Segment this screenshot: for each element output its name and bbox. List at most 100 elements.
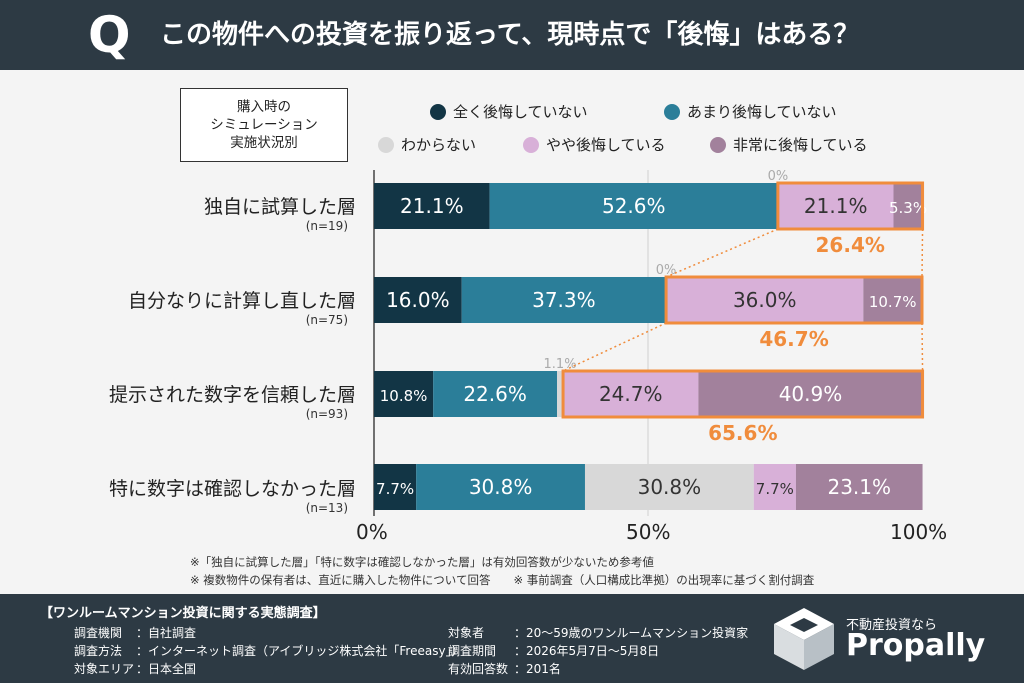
legend-label-wakaranai: わからない — [401, 136, 477, 154]
bar-segment-r0-s1 — [489, 183, 778, 229]
legend-dot-wakaranai — [378, 136, 394, 153]
regret-highlight-box-r2 — [561, 369, 925, 419]
data-label-r1-s4: 10.7% — [869, 293, 917, 311]
data-label-r0-s4: 5.3% — [889, 199, 927, 217]
regret-total-r0: 26.4% — [816, 233, 885, 257]
chart-title: この物件への投資を振り返って、現時点で「後悔」はある？ — [160, 20, 860, 50]
footer-right-key-0: 対象者 — [448, 626, 485, 640]
x-tick-0: 0% — [356, 520, 388, 544]
connector-left-r0 — [665, 228, 779, 278]
legend-wakaranai: わからない — [378, 134, 476, 155]
bar-segment-r3-s4 — [795, 464, 923, 510]
data-label-r2-s1: 22.6% — [463, 382, 527, 406]
bar-segment-r2-s4 — [698, 371, 923, 417]
note-line-2: ※ 複数物件の保有者は、直近に購入した物件について回答 ※ 事前調査（人口構成比… — [190, 573, 815, 587]
outside-label-r0-s2: 0% — [768, 169, 789, 184]
data-label-r3-s4: 23.1% — [827, 475, 891, 499]
footer-left-value-2: ：日本全国 — [136, 662, 197, 676]
connector-right-r0 — [921, 228, 924, 278]
sim-box-line1: 購入時の — [237, 99, 291, 115]
legend-dot-hijou — [710, 136, 726, 153]
legend-label-hijou: 非常に後悔している — [733, 136, 868, 154]
footer-right-key-1: 調査期間 — [448, 644, 497, 658]
sim-box-line2: シミュレーション — [210, 117, 318, 133]
legend-hijou: 非常に後悔している — [710, 134, 868, 155]
legend-dot-amari — [664, 103, 680, 120]
bar-segment-r1-s4 — [863, 277, 922, 323]
footer-right-value-2: ：201名 — [514, 662, 561, 676]
data-label-r1-s1: 37.3% — [532, 288, 596, 312]
legend-dot-yaya — [523, 136, 539, 153]
row-n-jibun: (n=75) — [305, 313, 348, 327]
data-label-r3-s3: 7.7% — [756, 480, 794, 498]
simulation-status-box: 購入時の シミュレーション 実施状況別 — [180, 88, 348, 162]
row-n-tokuni: (n=13) — [305, 501, 348, 515]
brand-tagline: 不動産投資なら — [846, 618, 938, 633]
bar-segment-r2-s1 — [433, 371, 558, 417]
footer-right-key-2: 有効回答数 — [448, 662, 509, 676]
bar-segment-r0-s0 — [374, 183, 490, 229]
footer-left-key-0: 調査機関 — [74, 626, 123, 640]
legend-label-amari: あまり後悔していない — [687, 103, 837, 121]
legend-zenku: 全く後悔していない — [430, 101, 588, 122]
regret-total-r2: 65.6% — [708, 421, 777, 445]
legend-amari: あまり後悔していない — [664, 101, 837, 122]
bar-segment-r1-s0 — [374, 277, 462, 323]
footer-left-key-1: 調査方法 — [74, 644, 123, 658]
data-label-r1-s3: 36.0% — [733, 288, 797, 312]
footer-right-value-1: ：2026年5月7日〜5月8日 — [514, 644, 660, 658]
footer-left-value-0: ：自社調査 — [136, 626, 197, 640]
survey-title: 【ワンルームマンション投資に関する実態調査】 — [40, 606, 326, 621]
bar-segment-r0-s3 — [777, 183, 894, 229]
row-label-teiji: 提示された数字を信頼した層 — [108, 384, 356, 406]
row-label-dokuji: 独自に試算した層 — [203, 196, 356, 218]
legend-label-zenku: 全く後悔していない — [453, 103, 588, 121]
bar-segment-r3-s1 — [416, 464, 585, 510]
note-line-1: ※「独自に試算した層」「特に数字は確認しなかった層」は有効回答数が少ないため参考… — [190, 555, 654, 569]
bar-segment-r3-s3 — [753, 464, 796, 510]
x-tick-100: 100% — [890, 520, 948, 544]
legend-label-yaya: やや後悔している — [546, 136, 666, 154]
footer-left-key-2: 対象エリア — [74, 662, 135, 676]
data-label-r0-s1: 52.6% — [602, 194, 666, 218]
footer-left-value-1: ：インターネット調査（アイブリッジ株式会社「Freeasy」） — [136, 644, 464, 658]
footer-bar: 【ワンルームマンション投資に関する実態調査】 調査機関 ：自社調査 調査方法 ：… — [0, 594, 1024, 683]
connector-right-r1 — [921, 322, 924, 372]
data-label-r2-s4: 40.9% — [779, 382, 843, 406]
brand-name: Propally — [846, 628, 986, 663]
legend-dot-zenku — [430, 103, 446, 120]
data-label-r3-s1: 30.8% — [469, 475, 533, 499]
row-n-dokuji: (n=19) — [305, 219, 348, 233]
data-label-r0-s3: 21.1% — [804, 194, 868, 218]
bar-segment-r3-s0 — [374, 464, 417, 510]
row-label-jibun: 自分なりに計算し直した層 — [127, 290, 356, 312]
regret-highlight-box-r1 — [664, 275, 924, 325]
q-mark: Q — [88, 6, 131, 64]
bar-segment-r2-s2 — [557, 371, 564, 417]
data-label-r3-s0: 7.7% — [376, 480, 414, 498]
header-bar: Q この物件への投資を振り返って、現時点で「後悔」はある？ — [0, 0, 1024, 70]
data-label-r2-s0: 10.8% — [380, 387, 428, 405]
data-label-r3-s2: 30.8% — [638, 475, 702, 499]
row-label-tokuni: 特に数字は確認しなかった層 — [108, 478, 356, 500]
bar-segment-r3-s2 — [584, 464, 754, 510]
outside-label-r2-s2: 1.1% — [544, 357, 577, 372]
bar-segment-r2-s0 — [374, 371, 434, 417]
bar-segment-r1-s3 — [666, 277, 864, 323]
stacked-bar-chart: 21.1% 52.6%0%21.1% 5.3%26.4%16.0% 37.3%0%36… — [373, 169, 927, 516]
legend-yaya: やや後悔している — [523, 134, 666, 155]
bar-segment-r0-s4 — [893, 183, 923, 229]
data-label-r1-s0: 16.0% — [386, 288, 450, 312]
data-label-r2-s3: 24.7% — [599, 382, 663, 406]
sim-box-line3: 実施状況別 — [230, 135, 298, 151]
connector-left-r1 — [562, 322, 667, 372]
data-label-r0-s0: 21.1% — [400, 194, 464, 218]
footer-right-value-0: ：20〜59歳のワンルームマンション投資家 — [514, 626, 749, 640]
row-n-teiji: (n=93) — [305, 407, 348, 421]
bar-segment-r1-s1 — [461, 277, 667, 323]
propally-logo-icon — [774, 608, 834, 670]
regret-total-r1: 46.7% — [759, 327, 828, 351]
bar-segment-r2-s3 — [563, 371, 699, 417]
regret-highlight-box-r0 — [776, 181, 925, 231]
x-tick-50: 50% — [626, 520, 671, 544]
